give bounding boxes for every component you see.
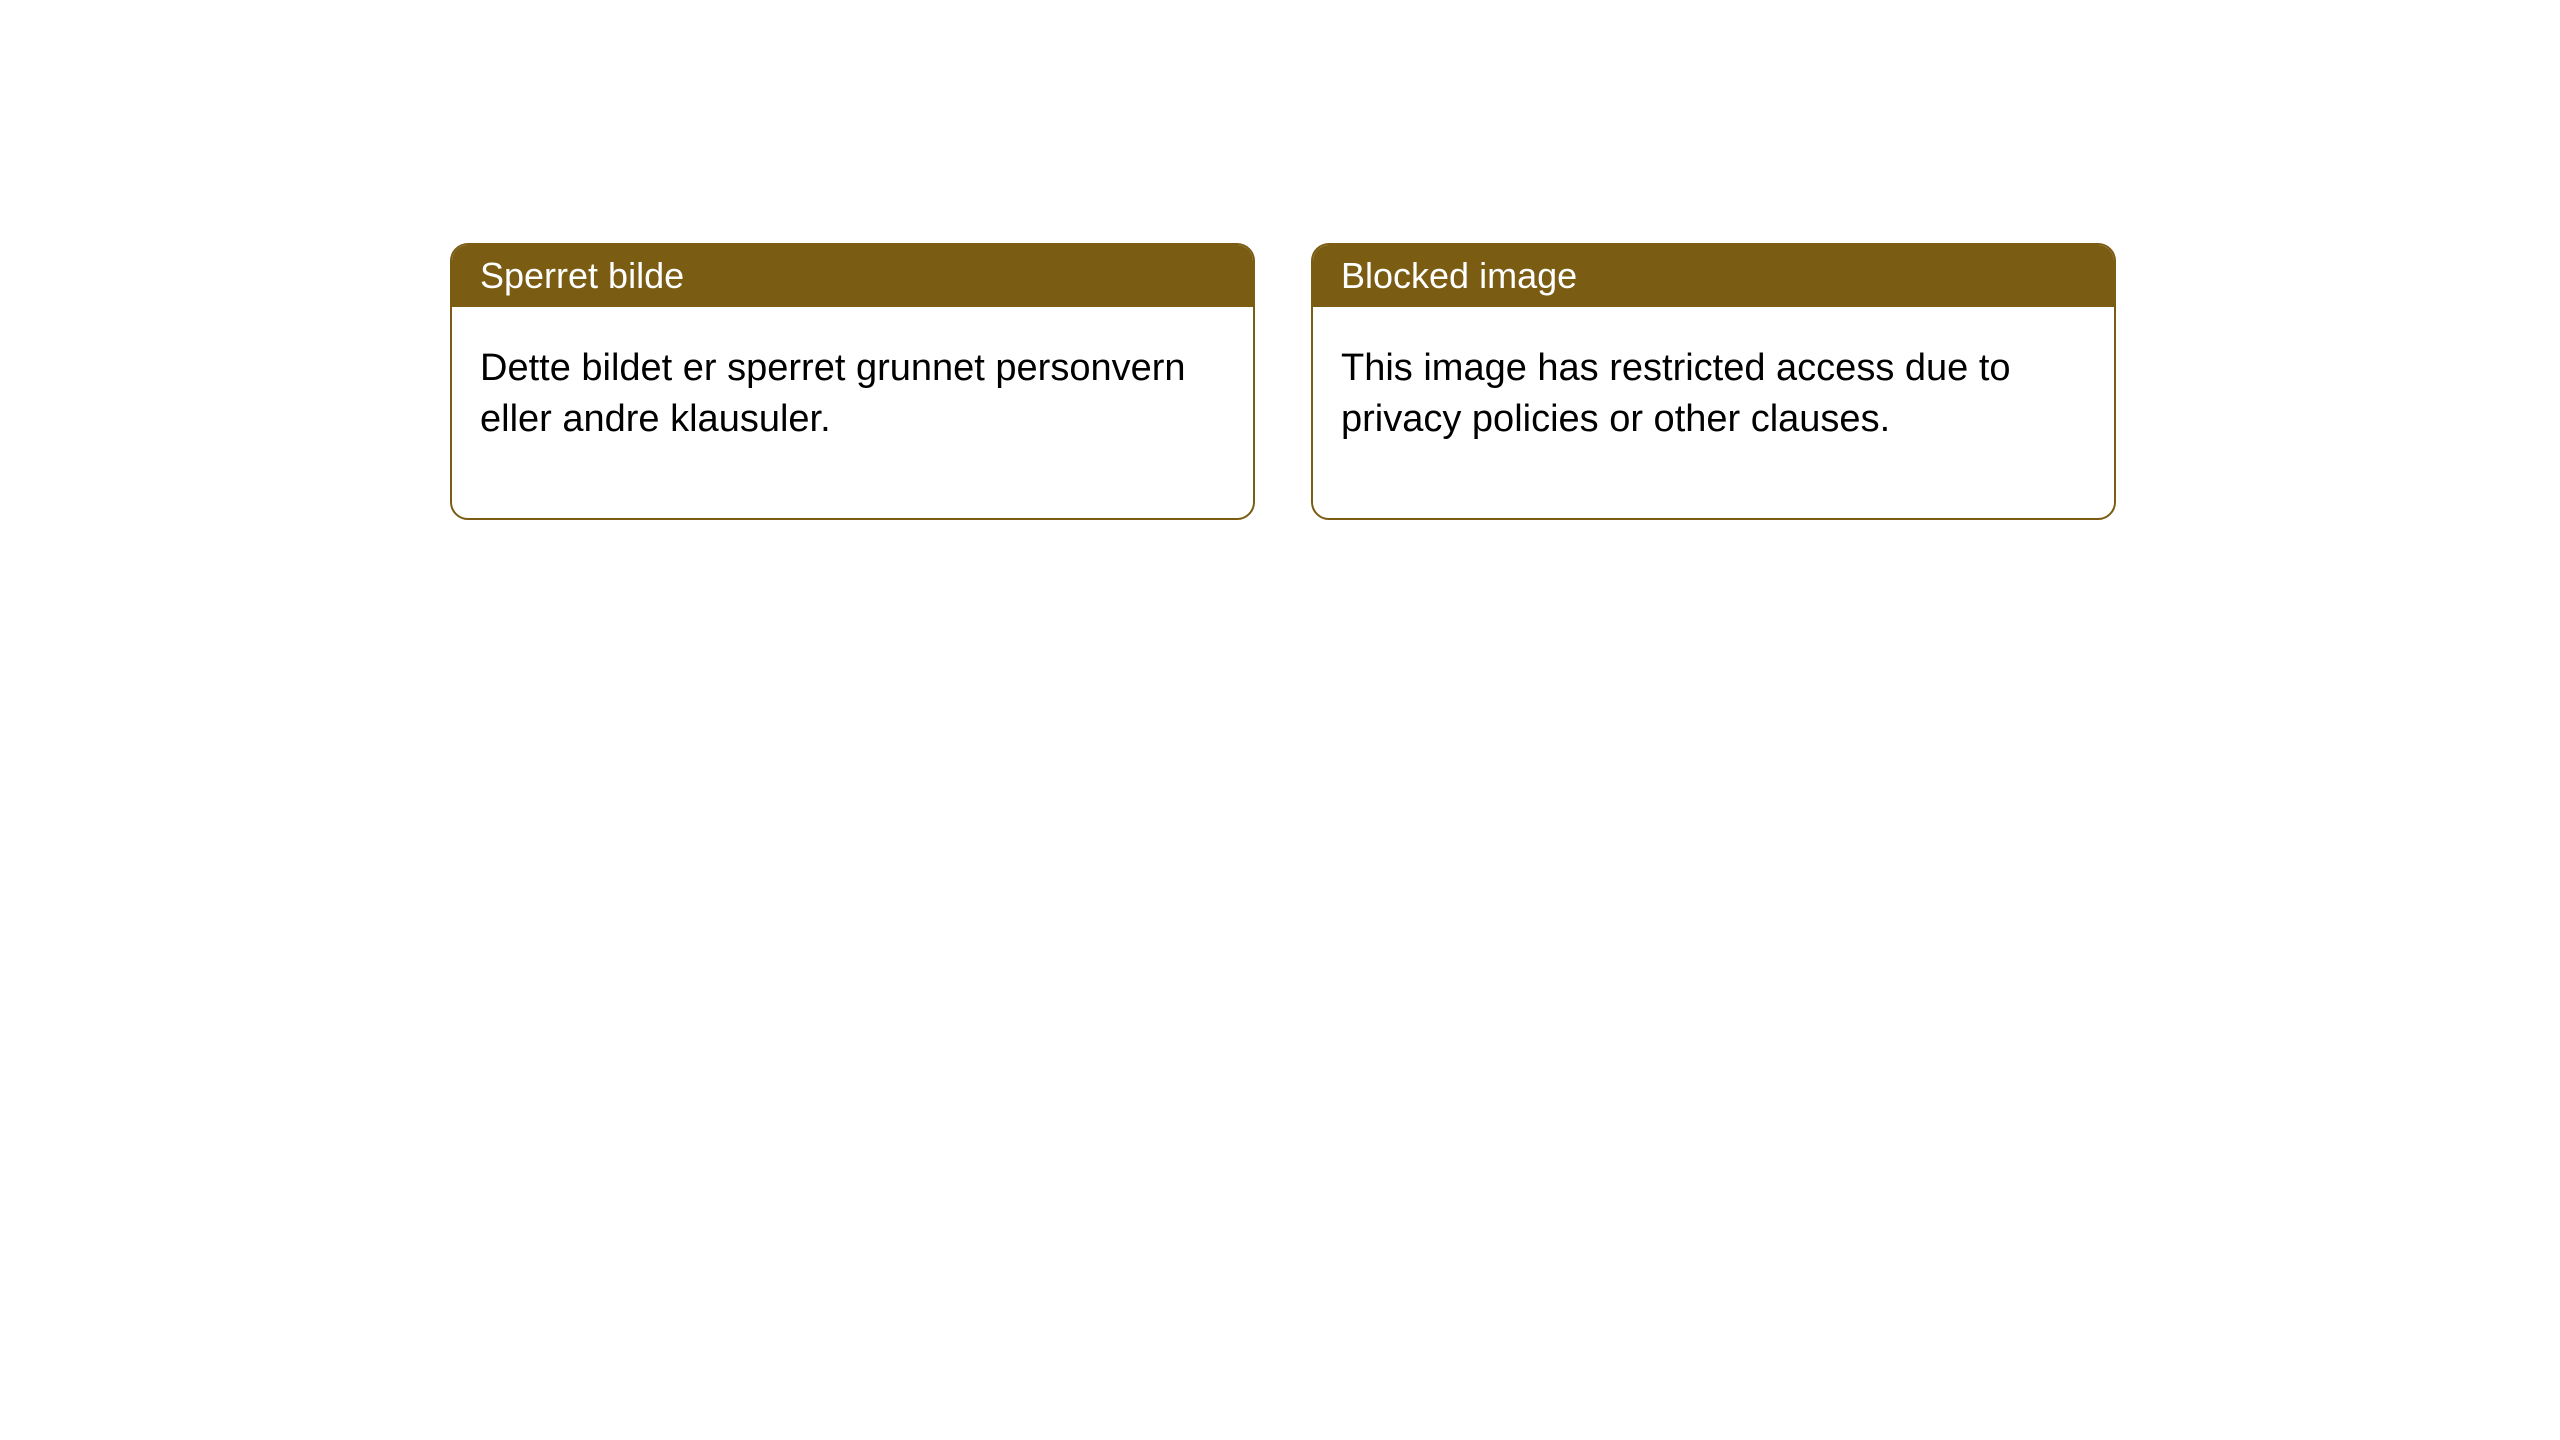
- card-title: Sperret bilde: [480, 255, 684, 296]
- card-title: Blocked image: [1341, 255, 1577, 296]
- blocked-image-card-no: Sperret bilde Dette bildet er sperret gr…: [450, 243, 1255, 520]
- blocked-image-card-en: Blocked image This image has restricted …: [1311, 243, 2116, 520]
- card-header: Sperret bilde: [452, 245, 1253, 307]
- card-body-text: This image has restricted access due to …: [1341, 347, 2011, 440]
- card-body: Dette bildet er sperret grunnet personve…: [452, 307, 1253, 518]
- card-body-text: Dette bildet er sperret grunnet personve…: [480, 347, 1186, 440]
- card-body: This image has restricted access due to …: [1313, 307, 2114, 518]
- card-header: Blocked image: [1313, 245, 2114, 307]
- cards-container: Sperret bilde Dette bildet er sperret gr…: [0, 0, 2560, 520]
